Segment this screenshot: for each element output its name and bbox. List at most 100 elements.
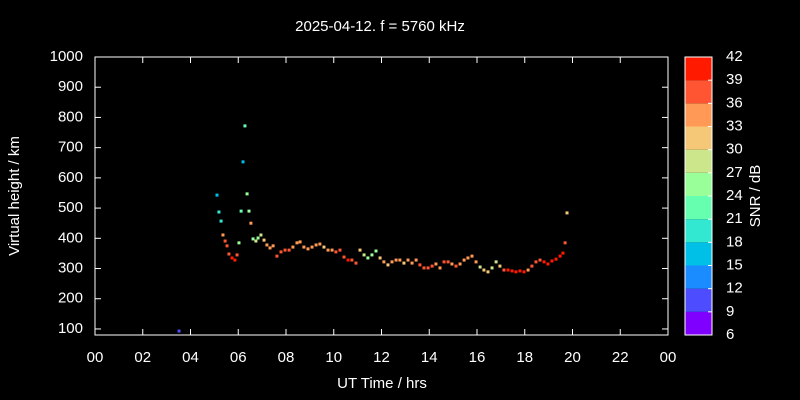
data-point (558, 254, 562, 258)
colorbar-band (685, 149, 712, 173)
x-tick-label: 04 (182, 349, 199, 366)
data-point (466, 256, 470, 260)
data-point (275, 254, 279, 258)
data-point (237, 241, 241, 245)
data-point (342, 255, 346, 259)
data-point (390, 260, 394, 264)
data-point (546, 262, 550, 266)
data-point (221, 233, 225, 237)
y-tick-label: 300 (58, 259, 83, 276)
colorbar-tick-label: 12 (726, 280, 743, 297)
y-tick-label: 200 (58, 290, 83, 307)
data-point (565, 211, 569, 215)
data-point (538, 258, 542, 262)
data-point (563, 241, 567, 245)
data-point (322, 245, 326, 249)
data-point (502, 268, 506, 272)
data-point (362, 253, 366, 257)
colorbar-tick-label: 30 (726, 141, 743, 158)
colorbar-tick-label: 42 (726, 48, 743, 65)
data-point (177, 329, 181, 333)
data-point (530, 264, 534, 268)
chart-title: 2025-04-12. f = 5760 kHz (295, 18, 465, 35)
data-point (314, 243, 318, 247)
y-tick-label: 700 (58, 139, 83, 156)
colorbar-tick-label: 27 (726, 164, 743, 181)
data-point (354, 261, 358, 265)
x-tick-label: 16 (469, 349, 486, 366)
data-point (406, 258, 410, 262)
colorbar-band (685, 242, 712, 266)
data-point (470, 254, 474, 258)
colorbar-tick-label: 9 (726, 303, 734, 320)
colorbar-band (685, 288, 712, 312)
data-point (254, 239, 258, 243)
y-tick-label: 1000 (50, 48, 83, 65)
data-point (374, 249, 378, 253)
colorbar-band (685, 265, 712, 289)
data-point (510, 269, 514, 273)
data-point (561, 251, 565, 255)
colorbar-band (685, 196, 712, 220)
data-point (227, 252, 231, 256)
data-point (462, 258, 466, 262)
data-point (239, 209, 243, 213)
data-point (422, 266, 426, 270)
data-point (256, 236, 260, 240)
data-point (230, 256, 234, 260)
data-point (243, 124, 247, 128)
colorbar-tick-label: 24 (726, 187, 743, 204)
x-tick-label: 00 (660, 349, 677, 366)
data-point (430, 264, 434, 268)
data-point (554, 257, 558, 261)
y-tick-label: 800 (58, 108, 83, 125)
colorbar-label: SNR / dB (747, 165, 764, 228)
data-point (366, 256, 370, 260)
colorbar-band (685, 172, 712, 196)
data-point (474, 260, 478, 264)
x-axis-label: UT Time / hrs (337, 375, 427, 392)
data-point (378, 256, 382, 260)
data-point (291, 245, 295, 249)
data-point (251, 237, 255, 241)
x-tick-label: 10 (325, 349, 342, 366)
colorbar-tick-label: 18 (726, 233, 743, 250)
data-point (334, 250, 338, 254)
data-point (219, 219, 223, 223)
colorbar-band (685, 311, 712, 335)
data-point (542, 260, 546, 264)
data-point (330, 248, 334, 252)
data-point (225, 244, 229, 248)
colorbar-tick-label: 6 (726, 326, 734, 343)
data-point (295, 241, 299, 245)
data-point (283, 248, 287, 252)
data-point (518, 269, 522, 273)
data-point (446, 260, 450, 264)
data-point (318, 242, 322, 246)
data-point (302, 245, 306, 249)
data-point (265, 243, 269, 247)
x-tick-label: 00 (87, 349, 104, 366)
colorbar-tick-label: 21 (726, 210, 743, 227)
data-point (438, 266, 442, 270)
y-axis-label: Virtual height / km (6, 136, 23, 256)
data-point (386, 263, 390, 267)
data-point (458, 262, 462, 266)
data-point (223, 239, 227, 243)
x-tick-label: 22 (612, 349, 629, 366)
y-tick-label: 400 (58, 229, 83, 246)
data-point (262, 238, 266, 242)
data-point (434, 262, 438, 266)
data-point (402, 261, 406, 265)
data-point (271, 244, 275, 248)
data-point (370, 253, 374, 257)
data-point (482, 268, 486, 272)
colorbar-band (685, 57, 712, 81)
data-point (410, 261, 414, 265)
data-point (394, 258, 398, 262)
y-tick-label: 100 (58, 320, 83, 337)
data-point (298, 240, 302, 244)
x-tick-label: 20 (564, 349, 581, 366)
